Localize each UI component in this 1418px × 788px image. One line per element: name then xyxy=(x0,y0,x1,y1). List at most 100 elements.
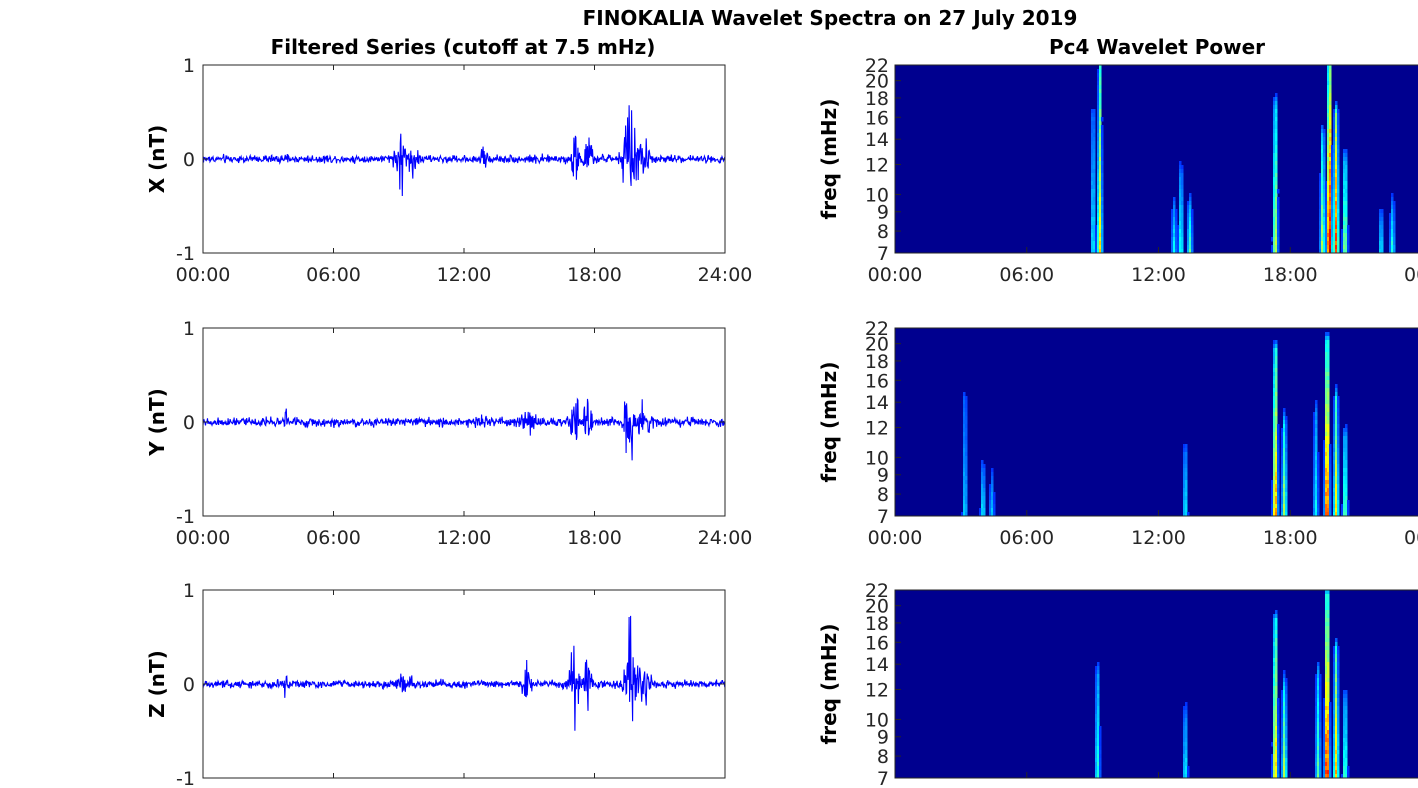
heatmap-cell xyxy=(1327,364,1330,369)
heatmap-cell xyxy=(1333,508,1336,513)
heatmap-cell xyxy=(1325,408,1328,413)
heatmap-cell xyxy=(1343,718,1346,723)
heatmap-cell xyxy=(1321,133,1324,138)
heatmap-cell xyxy=(1335,762,1338,767)
heatmap-cell xyxy=(1313,500,1316,505)
heatmap-cell xyxy=(1181,249,1184,253)
heatmap-cell xyxy=(1325,185,1328,190)
heatmap-cell xyxy=(981,508,984,513)
heatmap-cell xyxy=(1325,742,1328,747)
heatmap-cell xyxy=(1185,500,1188,505)
heatmap-cell xyxy=(1183,738,1186,743)
heatmap-cell xyxy=(1333,408,1336,413)
heatmap-cell xyxy=(1327,352,1330,357)
heatmap-cell xyxy=(1091,249,1094,253)
heatmap-cell xyxy=(1345,428,1348,433)
heatmap-cell xyxy=(1191,249,1194,253)
heatmap-cell xyxy=(1327,460,1330,465)
heatmap-cell xyxy=(1281,726,1284,731)
heatmap-cell xyxy=(1343,730,1346,735)
heatmap-cell xyxy=(1101,145,1104,150)
heatmap-cell xyxy=(1329,225,1332,230)
y-tick-label: 8 xyxy=(877,221,889,243)
heatmap-cell xyxy=(1329,109,1332,114)
heatmap-cell xyxy=(1277,762,1280,767)
heatmap-cell xyxy=(1321,201,1324,206)
heatmap-cell xyxy=(1275,682,1278,687)
heatmap-cell xyxy=(1183,758,1186,763)
heatmap-cell xyxy=(965,484,968,489)
heatmap-cell xyxy=(1095,746,1098,751)
heatmap-cell xyxy=(1337,508,1340,513)
heatmap-cell xyxy=(1275,396,1278,401)
heatmap-cell xyxy=(1327,774,1330,778)
heatmap-cell xyxy=(1273,352,1276,357)
heatmap-cell xyxy=(1333,193,1336,198)
heatmap-cell xyxy=(1283,742,1286,747)
heatmap-cell xyxy=(1179,165,1182,170)
heatmap-cell xyxy=(1343,149,1346,154)
heatmap-cell xyxy=(1275,205,1278,210)
heatmap-cell xyxy=(1335,472,1338,477)
heatmap-cell xyxy=(1183,730,1186,735)
heatmap-cell xyxy=(1183,480,1186,485)
heatmap-cell xyxy=(1343,229,1346,234)
heatmap-cell xyxy=(1323,512,1326,516)
heatmap-cell xyxy=(1319,746,1322,751)
heatmap-cell xyxy=(1345,484,1348,489)
heatmap-cell xyxy=(1335,662,1338,667)
heatmap-cell xyxy=(1333,762,1336,767)
heatmap-cell xyxy=(1097,233,1100,238)
heatmap-cell xyxy=(1283,484,1286,489)
heatmap-cell xyxy=(1335,464,1338,469)
heatmap-cell xyxy=(965,508,968,513)
heatmap-cell xyxy=(1317,670,1320,675)
heatmap-cell xyxy=(1321,237,1324,242)
heatmap-cell xyxy=(1327,770,1330,775)
heatmap-cell xyxy=(1093,125,1096,130)
heatmap-cell xyxy=(1283,476,1286,481)
heatmap-cell xyxy=(1343,169,1346,174)
heatmap-cell xyxy=(1273,245,1276,250)
heatmap-cell xyxy=(1347,504,1350,509)
heatmap-cell xyxy=(1273,480,1276,485)
heatmap-cell xyxy=(1285,698,1288,703)
heatmap-cell xyxy=(1345,197,1348,202)
heatmap-cell xyxy=(1275,508,1278,513)
heatmap-cell xyxy=(1283,690,1286,695)
heatmap-cell xyxy=(1337,157,1340,162)
heatmap-cell xyxy=(1097,762,1100,767)
heatmap-cell xyxy=(1275,420,1278,425)
heatmap-cell xyxy=(1097,702,1100,707)
heatmap-cell xyxy=(1335,722,1338,727)
heatmap-cell xyxy=(1333,512,1336,516)
heatmap-cell xyxy=(1277,452,1280,457)
heatmap-cell xyxy=(1323,730,1326,735)
heatmap-cell xyxy=(1273,205,1276,210)
heatmap-cell xyxy=(1335,141,1338,146)
heatmap-cell xyxy=(1337,161,1340,166)
heatmap-cell xyxy=(1183,508,1186,513)
heatmap-cell xyxy=(1329,464,1332,469)
heatmap-cell xyxy=(1335,726,1338,731)
heatmap-cell xyxy=(1283,674,1286,679)
heatmap-cell xyxy=(1329,201,1332,206)
heatmap-cell xyxy=(1335,504,1338,509)
heatmap-cell xyxy=(1327,428,1330,433)
heatmap-cell xyxy=(1273,476,1276,481)
heatmap-cell xyxy=(1101,125,1104,130)
heatmap-cell xyxy=(965,436,968,441)
heatmap-cell xyxy=(1335,654,1338,659)
heatmap-cell xyxy=(1097,241,1100,246)
heatmap-cell xyxy=(1337,145,1340,150)
heatmap-cell xyxy=(1099,93,1102,98)
heatmap-cell xyxy=(1277,468,1280,473)
heatmap-cell xyxy=(1313,444,1316,449)
heatmap-cell xyxy=(1323,209,1326,214)
heatmap-cell xyxy=(1275,344,1278,349)
heatmap-cell xyxy=(1329,452,1332,457)
heatmap-cell xyxy=(1273,364,1276,369)
heatmap-cell xyxy=(1327,602,1330,607)
heatmap-cell xyxy=(1101,225,1104,230)
